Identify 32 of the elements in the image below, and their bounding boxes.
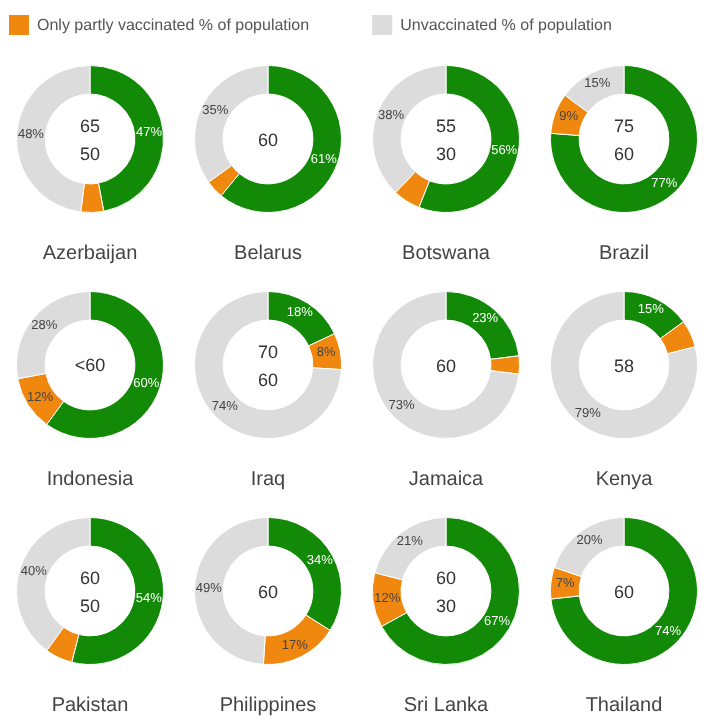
text: 75 xyxy=(613,116,635,137)
text: Thailand xyxy=(585,695,663,717)
text: 55 xyxy=(435,116,457,137)
text: 50 xyxy=(79,143,101,164)
text: 60 xyxy=(435,356,457,376)
text: Brazil xyxy=(599,243,650,265)
text: 30 xyxy=(435,143,457,164)
text: 60 xyxy=(257,582,279,602)
text: 58 xyxy=(613,356,635,376)
text: 30 xyxy=(435,595,457,616)
text: Belarus xyxy=(234,243,302,265)
text: 60 xyxy=(613,143,635,164)
text: Sri Lanka xyxy=(403,695,490,717)
text: 60 xyxy=(613,582,635,602)
text: Botswana xyxy=(402,243,491,265)
text: Philippines xyxy=(219,695,317,717)
text: 50 xyxy=(79,595,101,616)
text: Iraq xyxy=(250,469,286,491)
text: 65 xyxy=(79,116,101,137)
text: Pakistan xyxy=(51,695,129,717)
text: 60 xyxy=(79,568,101,589)
text: Jamaica xyxy=(408,469,485,491)
text: <60 xyxy=(74,355,106,375)
text: 60 xyxy=(435,568,457,589)
text: Indonesia xyxy=(46,469,135,491)
text: 60 xyxy=(257,369,279,390)
legend-label: Only partly vaccinated % of population xyxy=(37,16,310,34)
text: 70 xyxy=(257,342,279,363)
legend-label: Unvaccinated % of population xyxy=(400,16,612,34)
text: Azerbaijan xyxy=(42,243,138,265)
text: 60 xyxy=(257,130,279,150)
text: Kenya xyxy=(595,469,654,491)
